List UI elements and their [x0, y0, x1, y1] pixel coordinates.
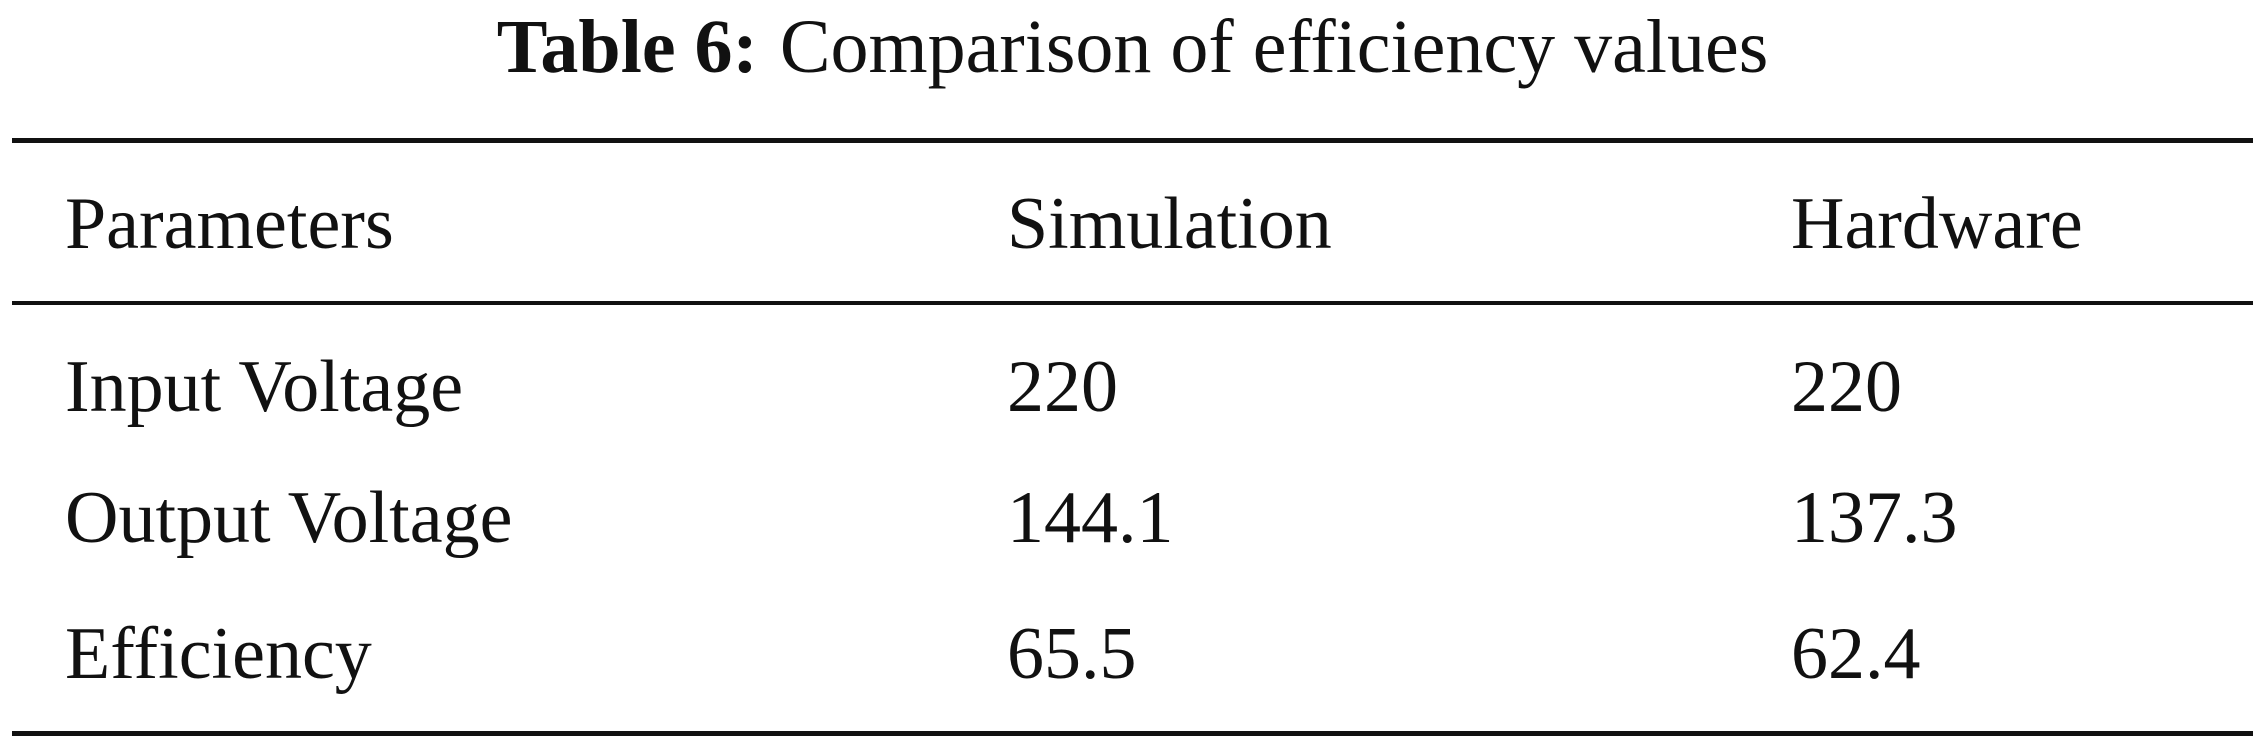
table-cell: Output Voltage: [65, 477, 513, 559]
header-cell: Parameters: [65, 183, 394, 265]
table-cell: 137.3: [1791, 477, 1958, 559]
table-cell: Efficiency: [65, 613, 372, 695]
table-cell: 220: [1007, 346, 1118, 428]
caption-label: Table 6:: [496, 5, 758, 89]
table-cell: 220: [1791, 346, 1902, 428]
caption-text: Comparison of efficiency values: [779, 5, 1769, 89]
mid-rule: [12, 301, 2253, 305]
table-cell: 144.1: [1007, 477, 1174, 559]
table-cell: Input Voltage: [65, 346, 464, 428]
caption: Table 6: Comparison of efficiency values: [0, 2, 2265, 92]
header-cell: Hardware: [1791, 183, 2083, 265]
table-cell: 62.4: [1791, 613, 1921, 695]
bottom-rule: [12, 731, 2253, 736]
table-cell: 65.5: [1007, 613, 1137, 695]
header-cell: Simulation: [1007, 183, 1332, 265]
top-rule: [12, 138, 2253, 143]
